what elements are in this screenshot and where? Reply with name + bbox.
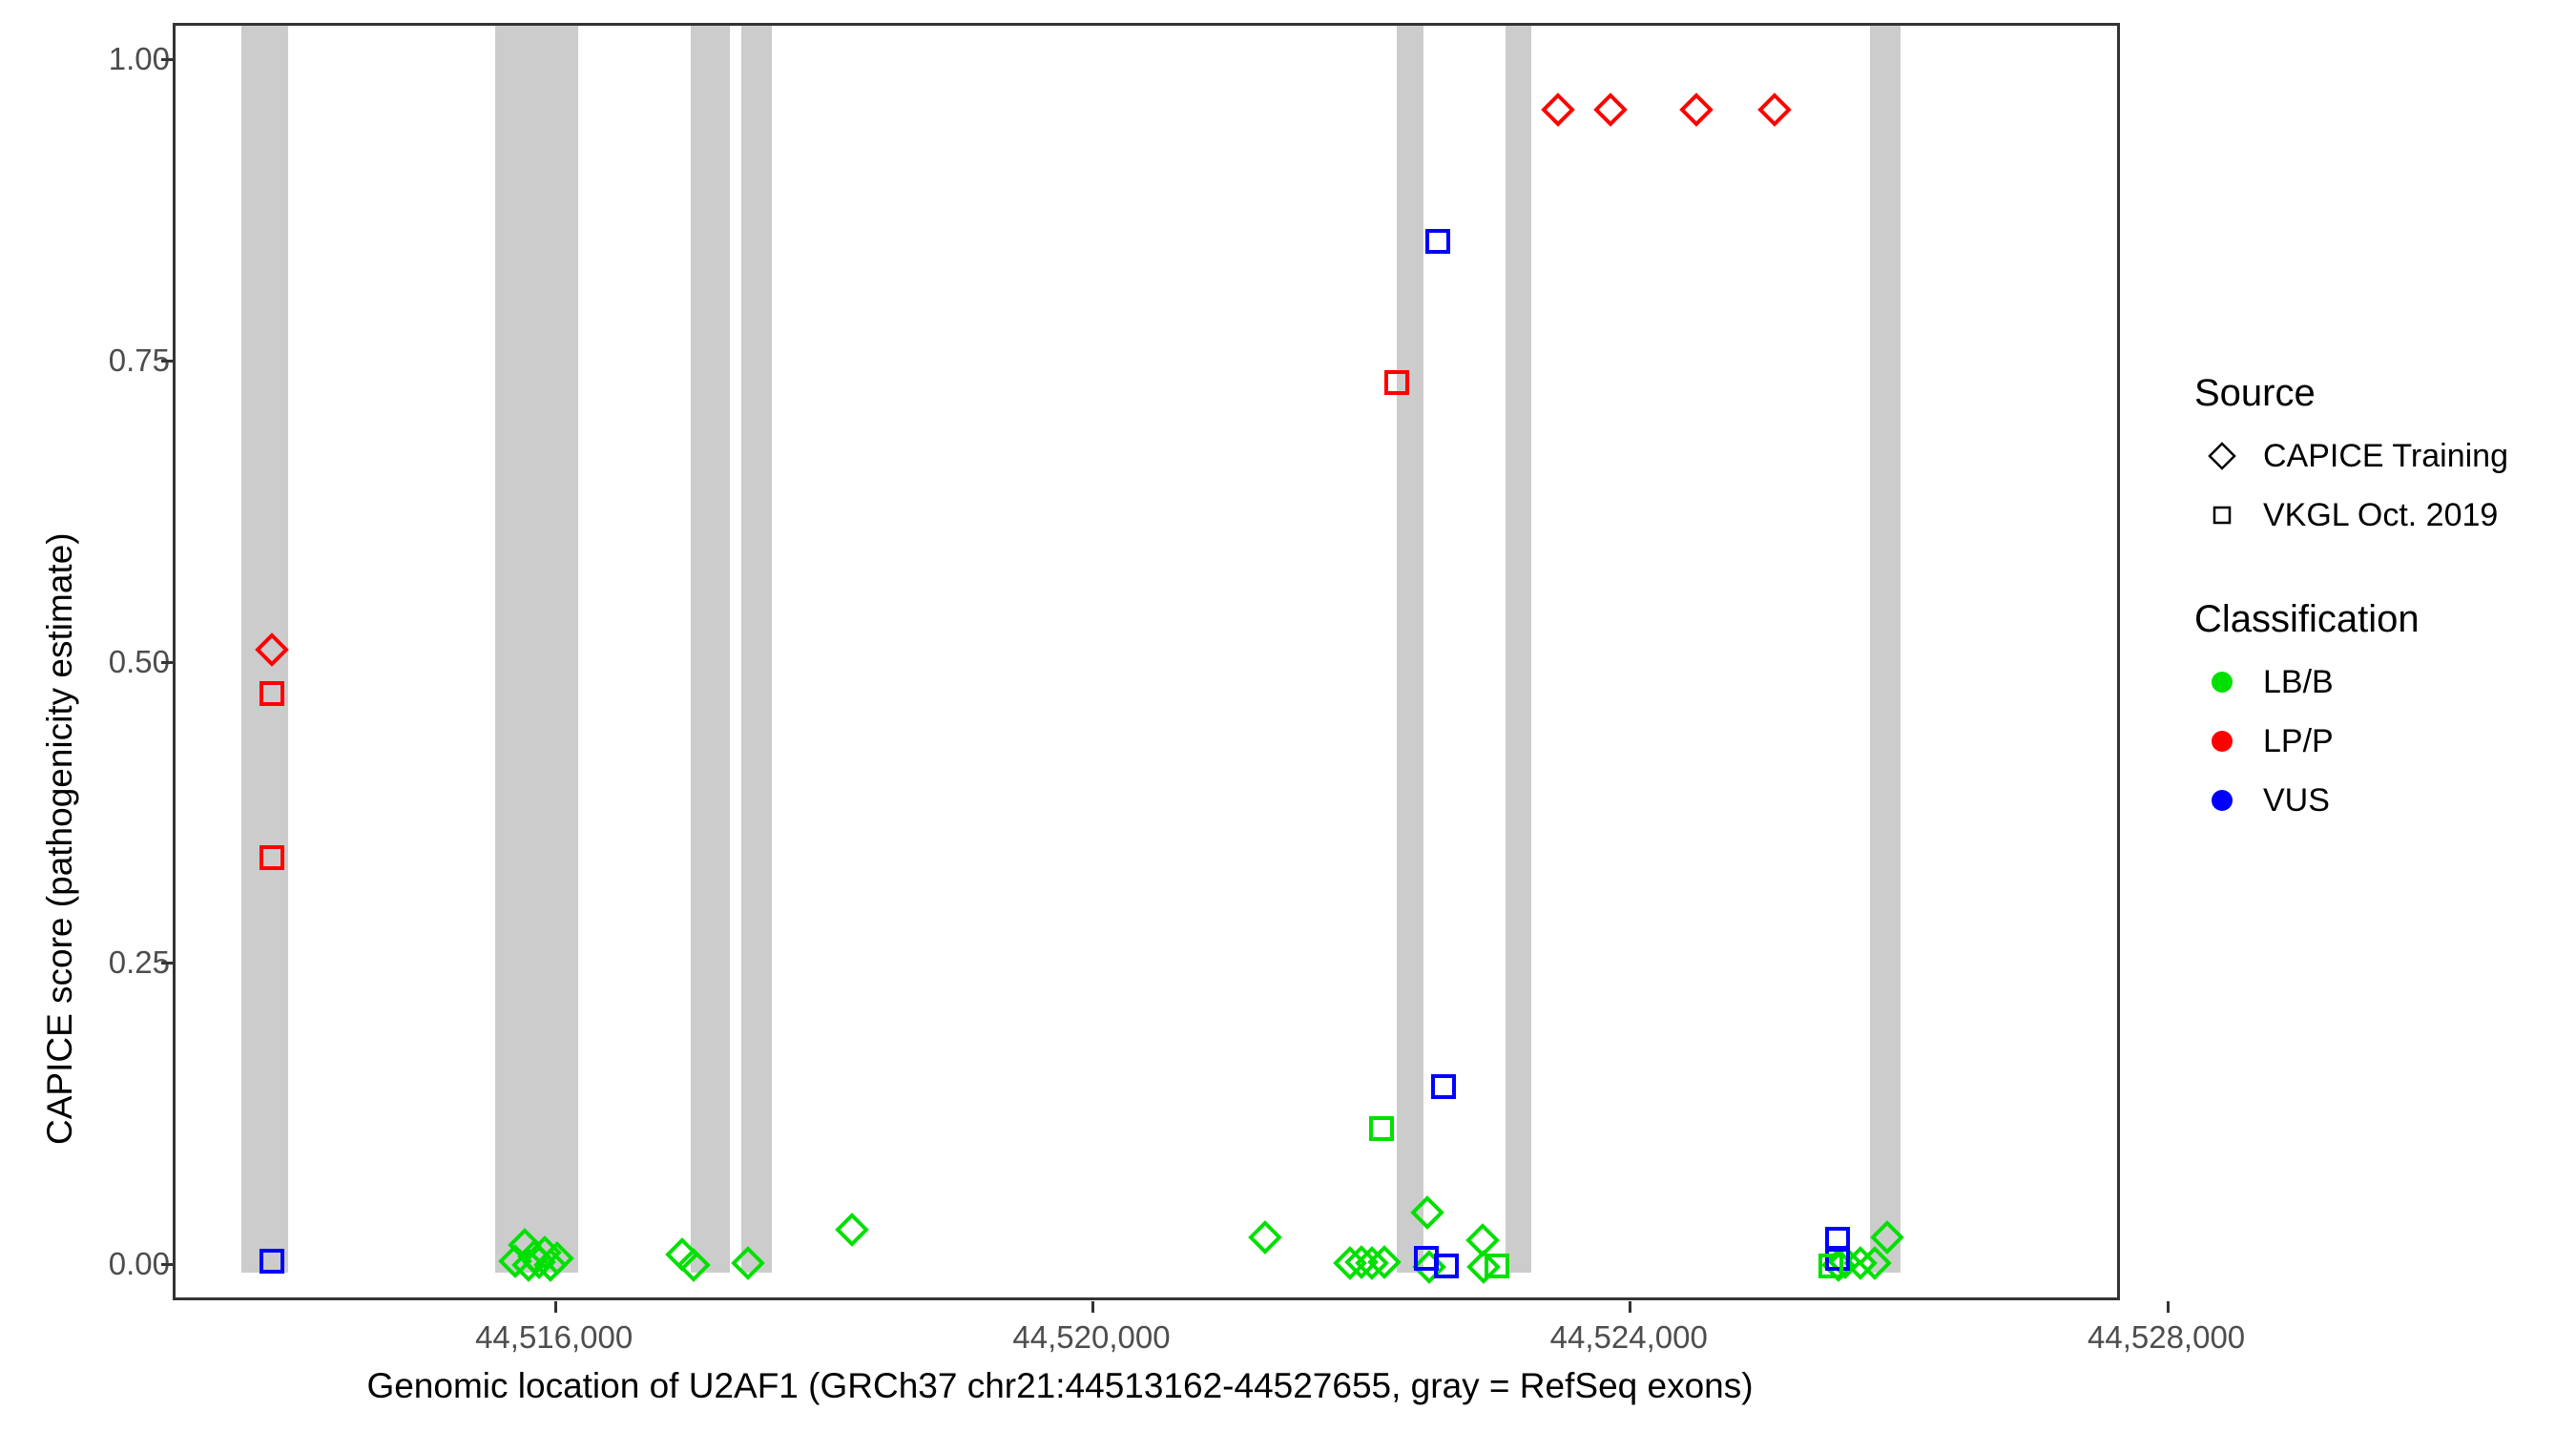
exon-band [494,26,579,1274]
data-point-lbb [532,1247,568,1282]
data-point-lbb [1247,1219,1282,1255]
exon-band [1869,26,1901,1274]
legend-label-classification: VUS [2263,781,2330,819]
legend-label-source: VKGL Oct. 2019 [2263,496,2499,533]
y-tick-label: 0.00 [108,1246,170,1282]
data-point-lbb [1842,1246,1878,1281]
data-point-lbb [1368,1115,1395,1142]
data-point-lbb [539,1241,574,1276]
x-tick-label: 44,528,000 [2087,1319,2246,1355]
y-tick-label: 0.25 [108,944,170,981]
legend-label-classification: LP/P [2263,722,2334,759]
data-point-lbb [1344,1245,1380,1279]
data-point-lpp [1679,93,1714,128]
y-tick-label: 0.75 [108,342,170,378]
data-point-lbb [1410,1195,1445,1231]
data-point-lbb [1870,1219,1904,1255]
data-point-lpp [255,633,289,668]
x-tick-mark [1629,1301,1632,1313]
data-point-lbb [1828,1245,1863,1279]
y-tick-mark [161,660,173,664]
data-point-lbb [1858,1246,1893,1281]
legend-item-classification-lbb[interactable]: LB/B [2194,653,2576,712]
data-point-lbb [676,1247,712,1282]
data-point-vus [1433,1253,1460,1279]
data-point-lpp [1592,93,1628,128]
legend-label-classification: LB/B [2263,663,2334,700]
data-point-lbb [730,1246,765,1281]
color-dot-icon [2194,729,2250,754]
data-point-vus [1424,228,1451,255]
data-point-lpp [1540,93,1575,128]
exon-band [691,26,731,1274]
y-tick-mark [161,962,173,965]
plot-panel [173,23,2120,1300]
color-dot-icon [2194,670,2250,695]
data-point-lbb [1367,1245,1402,1279]
x-tick-mark [1091,1301,1094,1313]
data-point-lbb [835,1213,870,1247]
data-point-lpp [259,680,285,707]
legend-title-source: Source [2194,372,2316,414]
legend-group-source: Source CAPICE Training VKGL Oct. 2019 [2194,372,2576,545]
x-tick-label: 44,520,000 [1012,1319,1171,1355]
y-tick-label: 1.00 [108,40,170,76]
legend-item-source-square[interactable]: VKGL Oct. 2019 [2194,486,2576,545]
data-point-lbb [1332,1246,1367,1281]
exon-band [240,26,288,1274]
data-point-lbb [522,1245,557,1279]
exon-band [1505,26,1531,1274]
x-axis-title: Genomic location of U2AF1 (GRCh37 chr21:… [366,1366,1754,1405]
y-axis-title: CAPICE score (pathogenicity estimate) [40,532,79,1145]
legend-label-source: CAPICE Training [2263,437,2508,474]
data-point-lpp [1383,369,1410,396]
y-tick-mark [161,1263,173,1267]
data-point-lpp [259,844,285,871]
x-tick-label: 44,524,000 [1549,1319,1708,1355]
exon-band [1396,26,1423,1274]
legend-title-classification: Classification [2194,598,2420,640]
legend-item-classification-lpp[interactable]: LP/P [2194,712,2576,771]
color-dot-icon [2194,788,2250,813]
legend-item-source-diamond[interactable]: CAPICE Training [2194,426,2576,486]
square-icon [2194,505,2250,526]
y-tick-mark [161,359,173,363]
legend-group-classification: Classification LB/B LP/P VUS [2194,598,2576,830]
y-tick-label: 0.50 [108,643,170,679]
data-point-lbb [1355,1246,1390,1281]
data-point-lbb [1484,1253,1510,1279]
data-point-vus [259,1248,285,1275]
x-tick-mark [553,1301,557,1313]
data-point-vus [1430,1073,1457,1100]
y-tick-mark [161,57,173,61]
data-point-lbb [1818,1253,1844,1279]
legend: Source CAPICE Training VKGL Oct. 2019 Cla… [2194,372,2576,883]
data-point-lpp [1756,93,1792,128]
data-point-lbb [1466,1250,1502,1284]
data-point-vus [1824,1245,1851,1272]
x-tick-mark [2166,1301,2170,1313]
diamond-icon [2194,442,2250,470]
x-tick-label: 44,516,000 [475,1319,634,1355]
exon-band [740,26,772,1274]
legend-item-classification-vus[interactable]: VUS [2194,771,2576,830]
